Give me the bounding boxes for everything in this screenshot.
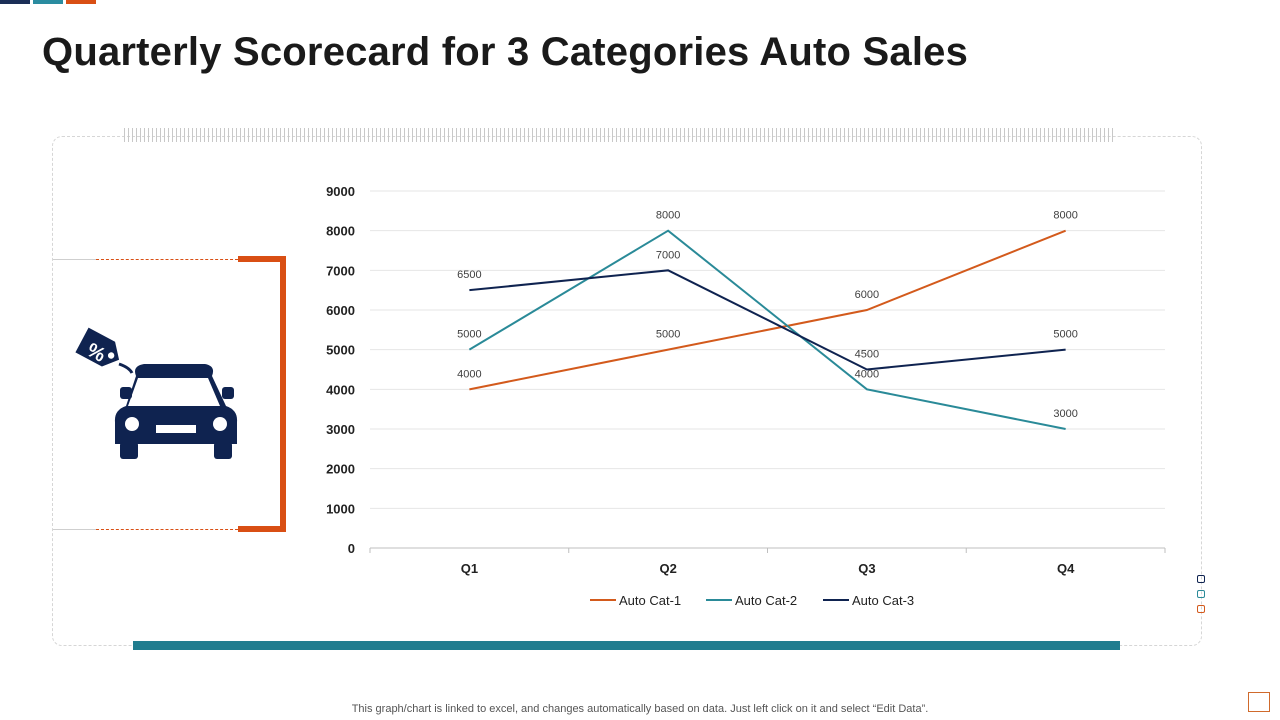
chart-series	[468, 229, 1066, 430]
legend-label: Auto Cat-3	[852, 593, 914, 608]
y-axis: 0 1000 2000 3000 4000 5000 6000 7000 8000 9000	[326, 184, 355, 556]
y-tick-label: 5000	[326, 343, 355, 358]
legend-label: Auto Cat-2	[735, 593, 797, 608]
data-label: 5000	[457, 329, 481, 341]
x-tick-label: Q3	[858, 561, 875, 576]
bottom-teal-bar	[133, 641, 1120, 650]
marker-square-teal	[1197, 590, 1205, 598]
data-label: 7000	[656, 249, 680, 261]
data-label: 6000	[855, 289, 879, 301]
y-tick-label: 0	[348, 541, 355, 556]
hatch-decoration	[124, 128, 1116, 142]
data-label: 8000	[656, 210, 680, 222]
top-accent-bar-orange	[66, 0, 96, 4]
car-icon	[114, 364, 238, 459]
series-line-auto-cat-3	[469, 269, 1066, 371]
series-line-auto-cat-1	[469, 229, 1066, 391]
left-line-bottom-dashed	[96, 529, 238, 530]
data-label: 4000	[457, 368, 481, 380]
y-tick-label: 7000	[326, 263, 355, 278]
data-label: 6500	[457, 269, 481, 281]
page-title: Quarterly Scorecard for 3 Categories Aut…	[42, 30, 969, 74]
x-axis: Q1 Q2 Q3 Q4	[369, 547, 1166, 576]
left-line-top-dashed	[96, 259, 238, 260]
data-label: 5000	[1053, 329, 1077, 341]
chart-legend: Auto Cat-1 Auto Cat-2 Auto Cat-3	[590, 593, 914, 608]
data-label: 3000	[1053, 408, 1077, 420]
marker-square-navy	[1197, 575, 1205, 583]
y-tick-label: 6000	[326, 303, 355, 318]
data-labels: 4000 5000 6000 8000 5000 8000 4000 3000 6500 7000…	[457, 210, 1078, 420]
top-accent-bar-teal	[33, 0, 63, 4]
y-tick-label: 4000	[326, 382, 355, 397]
x-tick-label: Q4	[1057, 561, 1075, 576]
top-accent-bar-navy	[0, 0, 30, 4]
y-tick-label: 8000	[326, 224, 355, 239]
series-line-auto-cat-2	[468, 229, 1066, 430]
y-tick-label: 2000	[326, 462, 355, 477]
x-tick-label: Q2	[659, 561, 676, 576]
data-label: 5000	[656, 329, 680, 341]
marker-square-orange	[1197, 605, 1205, 613]
x-tick-label: Q1	[461, 561, 478, 576]
data-label: 8000	[1053, 210, 1077, 222]
orange-bracket	[238, 256, 286, 532]
legend-label: Auto Cat-1	[619, 593, 681, 608]
footer-note: This graph/chart is linked to excel, and…	[351, 703, 929, 715]
chart-grid	[370, 190, 1165, 509]
left-line-top-solid	[53, 259, 97, 260]
data-label: 4500	[855, 349, 879, 361]
y-tick-label: 9000	[326, 184, 355, 199]
car-discount-tag-icon: %	[75, 327, 238, 459]
y-tick-label: 1000	[326, 501, 355, 516]
left-line-bottom-solid	[53, 529, 97, 530]
top-accent-bars	[0, 0, 100, 4]
data-label: 4000	[855, 368, 879, 380]
corner-square	[1248, 692, 1270, 712]
y-tick-label: 3000	[326, 422, 355, 437]
